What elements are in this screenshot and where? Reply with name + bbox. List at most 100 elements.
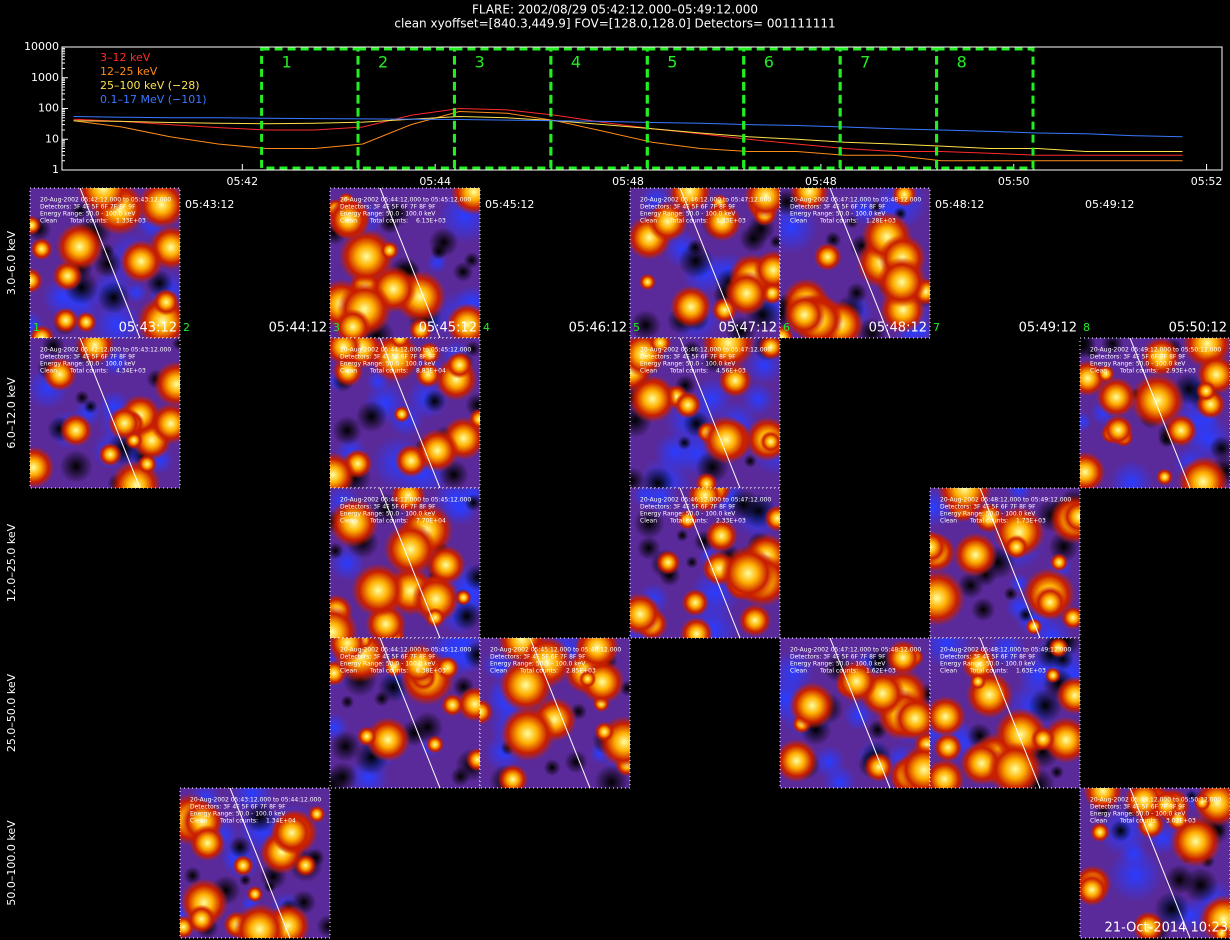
panel-frame bbox=[779, 187, 931, 339]
panel-counts: 1.73E+03 bbox=[1016, 518, 1046, 525]
heatmap bbox=[630, 488, 780, 638]
blob bbox=[780, 739, 819, 783]
blob bbox=[308, 805, 326, 823]
blob bbox=[711, 297, 738, 323]
panel-counts: 1.63E+03 bbox=[1016, 668, 1046, 675]
panel-counts: 2.93E+03 bbox=[1166, 368, 1196, 375]
panel-detectors: Detectors: 3F 4F 5F 6F 7F 8F 9F bbox=[640, 504, 736, 511]
panel-counts-label: Total counts: bbox=[669, 218, 708, 225]
top-time-label: 05:48:12 bbox=[935, 198, 984, 211]
interval-box bbox=[838, 47, 939, 170]
blob bbox=[415, 428, 460, 473]
panel-detectors: Detectors: 3F 4F 5F 6F 7F 8F 9F bbox=[940, 504, 1036, 511]
limb bbox=[379, 488, 441, 638]
panel-method: Clean bbox=[1090, 818, 1107, 825]
panel-counts-label: Total counts: bbox=[969, 668, 1008, 675]
blob bbox=[465, 747, 480, 772]
panel-energy: Energy Range: 50.0 - 100.0 keV bbox=[640, 211, 736, 218]
panel-energy: Energy Range: 50.0 - 100.0 keV bbox=[1090, 361, 1186, 368]
panel-detectors: Detectors: 3F 4F 5F 6F 7F 8F 9F bbox=[340, 504, 436, 511]
heatmap bbox=[780, 638, 930, 788]
panel-counts: 2.85E+03 bbox=[566, 668, 596, 675]
panel-energy: Energy Range: 50.0 - 100.0 keV bbox=[340, 361, 436, 368]
panel-counts-label: Total counts: bbox=[369, 668, 408, 675]
blob bbox=[641, 466, 675, 488]
panel-method: Clean bbox=[490, 668, 507, 675]
panel-energy: Energy Range: 50.0 - 100.0 keV bbox=[940, 511, 1036, 518]
y-tick-label: 1 bbox=[52, 163, 59, 176]
panel-detectors: Detectors: 3F 4F 5F 6F 7F 8F 9F bbox=[940, 654, 1036, 661]
blob bbox=[630, 309, 662, 338]
blob bbox=[1080, 451, 1106, 488]
image-panel: 20-Aug-2002 05:48:12.000 to 05:49:12.000… bbox=[929, 487, 1081, 639]
blob bbox=[789, 188, 829, 212]
blob bbox=[330, 730, 362, 763]
blob bbox=[930, 530, 947, 564]
blob bbox=[845, 215, 859, 229]
limb bbox=[379, 188, 441, 338]
panel-detectors: Detectors: 3F 4F 5F 6F 7F 8F 9F bbox=[190, 804, 286, 811]
interval-box bbox=[645, 47, 746, 170]
panel-frame bbox=[179, 787, 331, 939]
panel-energy: Energy Range: 50.0 - 100.0 keV bbox=[490, 661, 586, 668]
blob bbox=[263, 880, 277, 894]
blob bbox=[930, 570, 966, 627]
blob bbox=[823, 765, 857, 788]
panel-counts: 6.38E+03 bbox=[416, 668, 446, 675]
blob bbox=[869, 200, 883, 214]
column-time: 05:49:12 bbox=[1019, 321, 1077, 336]
panel-energy: Energy Range: 50.0 - 100.0 keV bbox=[640, 511, 736, 518]
energy-row-label: 50.0–100.0 keV bbox=[5, 820, 18, 906]
blob bbox=[398, 643, 440, 685]
panel-counts-label: Total counts: bbox=[669, 518, 708, 525]
panel-frame bbox=[479, 637, 631, 789]
blob bbox=[30, 446, 55, 488]
blob bbox=[738, 603, 772, 637]
blob bbox=[355, 400, 388, 433]
blob bbox=[1141, 338, 1181, 377]
blob bbox=[41, 338, 65, 358]
chart-title: FLARE: 2002/08/29 05:42:12.000–05:49:12.… bbox=[472, 3, 758, 17]
panel-detectors: Detectors: 3F 4F 5F 6F 7F 8F 9F bbox=[640, 204, 736, 211]
panel-method: Clean bbox=[640, 218, 657, 225]
limb bbox=[979, 638, 1041, 788]
blob bbox=[411, 711, 444, 743]
blob bbox=[636, 536, 661, 561]
blob bbox=[649, 338, 672, 354]
limb bbox=[1129, 788, 1191, 938]
blob bbox=[863, 752, 894, 782]
blob bbox=[1080, 338, 1097, 359]
blob bbox=[1123, 788, 1165, 821]
blob bbox=[1003, 586, 1018, 601]
panel-range: 20-Aug-2002 05:47:12.000 to 05:48:12.000 bbox=[790, 197, 921, 204]
column-time: 05:48:12 bbox=[869, 321, 927, 336]
limb bbox=[79, 188, 141, 338]
panel-frame bbox=[629, 487, 781, 639]
blob bbox=[330, 638, 367, 663]
blob bbox=[758, 338, 780, 360]
limb bbox=[529, 638, 591, 788]
panel-method: Clean bbox=[1090, 368, 1107, 375]
heatmap bbox=[930, 488, 1080, 638]
blob bbox=[1103, 415, 1134, 446]
blob bbox=[1004, 534, 1029, 560]
heatmap bbox=[330, 188, 480, 338]
blob bbox=[464, 493, 480, 512]
blob bbox=[685, 555, 699, 569]
interval-box bbox=[742, 47, 842, 170]
panel-counts: 6.13E+03 bbox=[416, 218, 446, 225]
column-time: 05:46:12 bbox=[569, 321, 627, 336]
blob bbox=[578, 670, 597, 688]
panel-range: 20-Aug-2002 05:42:12.000 to 05:43:12.000 bbox=[40, 197, 171, 204]
blob bbox=[463, 641, 480, 669]
blob bbox=[1177, 456, 1229, 488]
blob bbox=[498, 657, 554, 713]
panel-method: Clean bbox=[790, 218, 807, 225]
image-panel: 20-Aug-2002 05:45:12.000 to 05:46:12.000… bbox=[479, 637, 631, 789]
blob bbox=[445, 351, 473, 379]
interval-label: 2 bbox=[378, 53, 388, 72]
column-number: 5 bbox=[633, 321, 640, 334]
blob bbox=[686, 239, 704, 256]
blob bbox=[1107, 847, 1163, 903]
panel-method: Clean bbox=[940, 518, 957, 525]
